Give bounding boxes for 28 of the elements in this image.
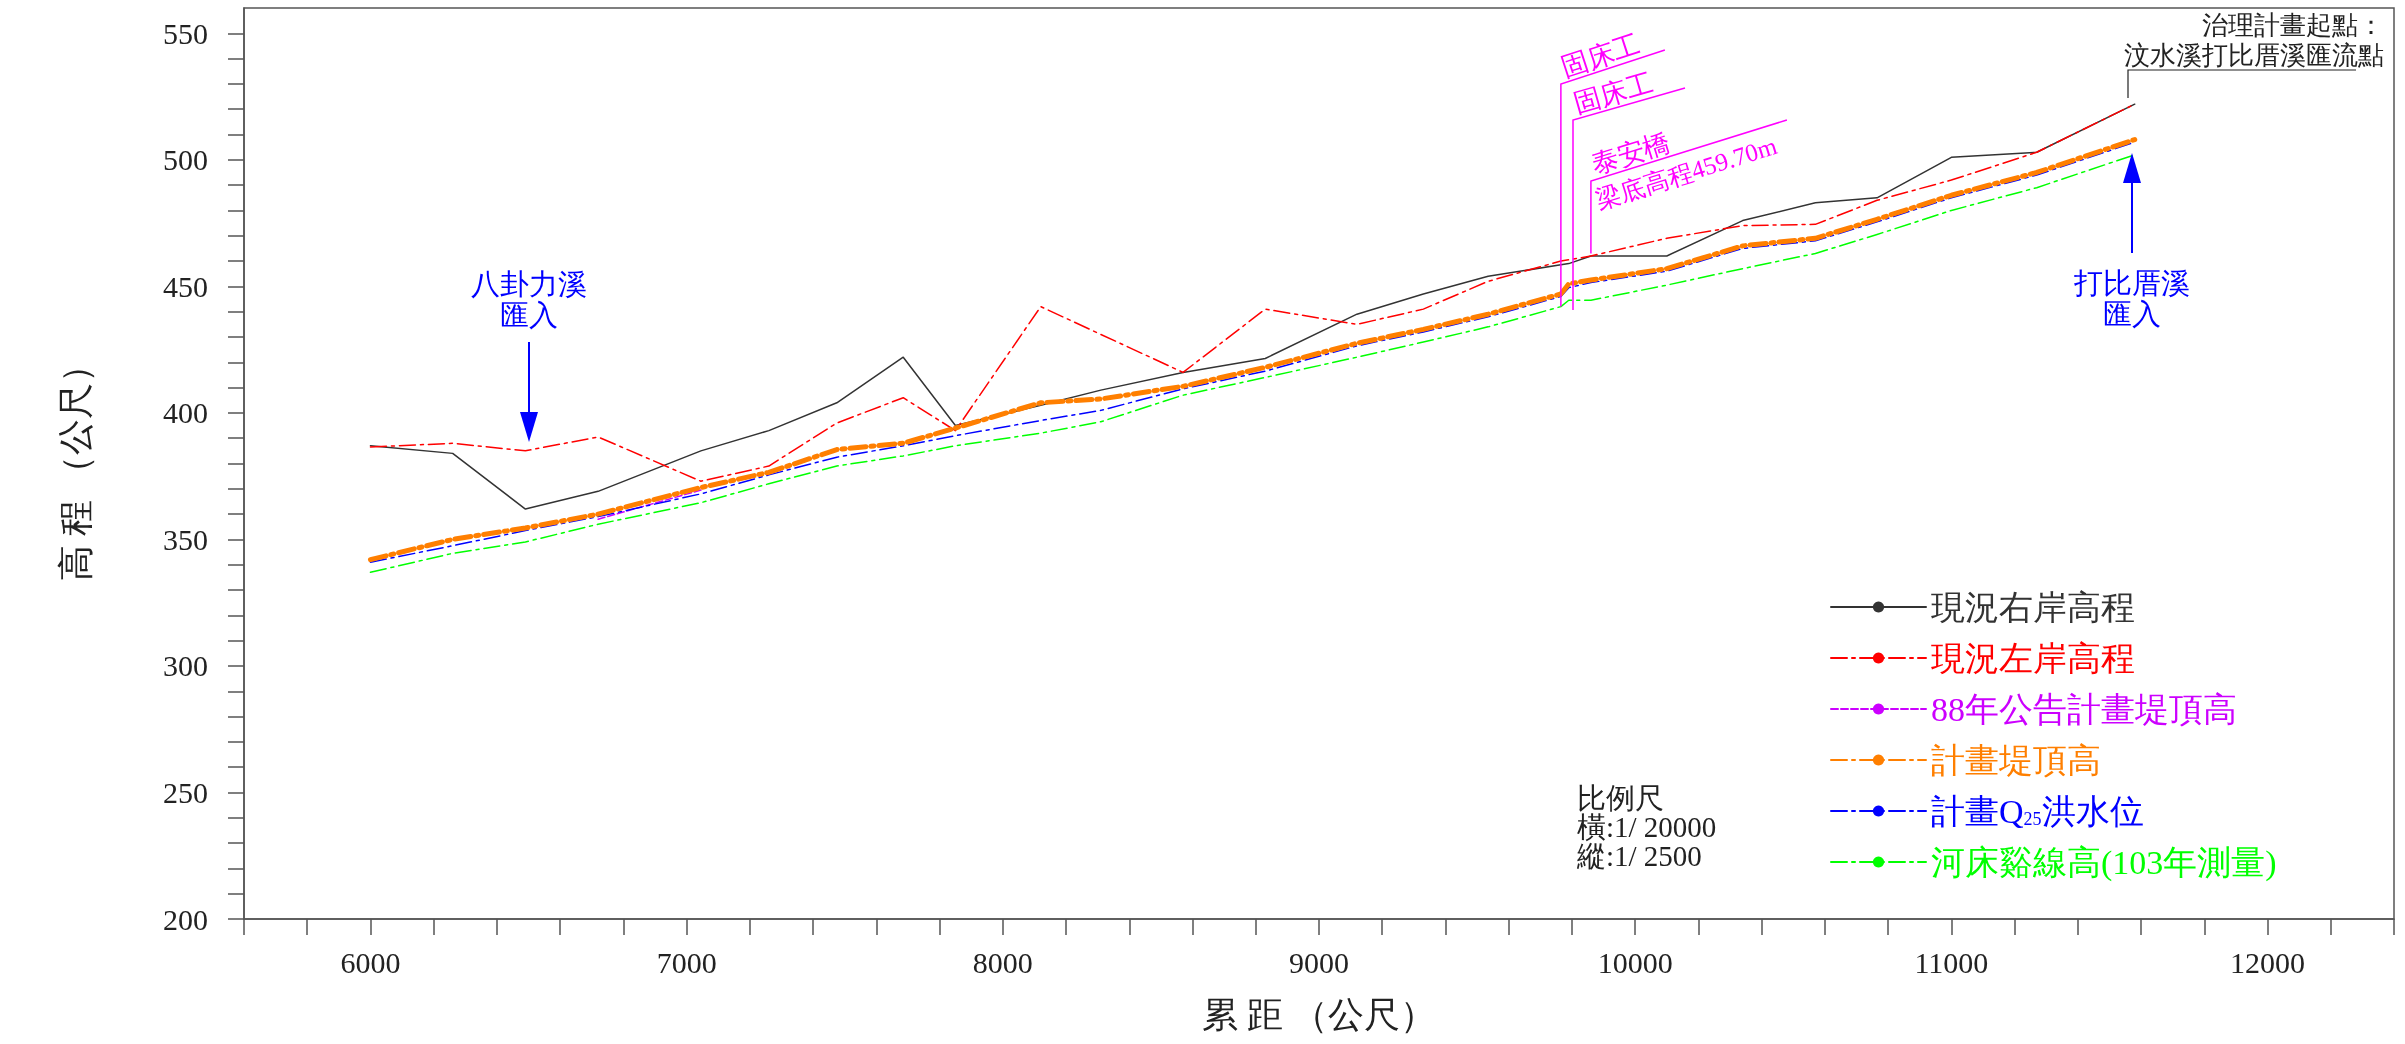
y-tick-label: 450 <box>163 269 208 303</box>
x-tick-label: 8000 <box>972 945 1033 979</box>
legend-label: 河床谿線高(103年測量) <box>1931 843 2277 882</box>
y-tick-label: 400 <box>163 396 208 430</box>
x-tick-label: 6000 <box>340 945 401 979</box>
annotation: 泰安橋梁底高程459.70m <box>1587 127 1781 214</box>
x-tick-label: 12000 <box>2230 945 2306 979</box>
y-tick-label: 300 <box>163 649 208 683</box>
y-tick-label: 550 <box>163 16 208 50</box>
x-tick-label: 7000 <box>656 945 717 979</box>
y-axis-title: 高 程 （公尺） <box>56 346 96 581</box>
x-tick-label: 9000 <box>1289 945 1349 979</box>
y-tick-label: 250 <box>163 775 208 809</box>
annotation: 八卦力溪匯入 <box>471 268 587 331</box>
legend-label: 計畫Q25洪水位 <box>1931 792 2144 830</box>
y-tick-label: 350 <box>163 522 208 556</box>
x-axis-title: 累 距 （公尺） <box>1202 995 1436 1035</box>
y-tick-label: 200 <box>163 902 208 936</box>
legend-label: 計畫堤頂高 <box>1931 741 2101 779</box>
legend-label: 88年公告計畫堤頂高 <box>1931 690 2237 728</box>
legend-label: 現況右岸高程 <box>1931 588 2135 626</box>
y-tick-label: 500 <box>163 143 208 177</box>
annotation: 打比厝溪匯入 <box>2073 267 2190 330</box>
annotation: 治理計畫起點：汶水溪打比厝溪匯流點 <box>2124 11 2384 70</box>
x-tick-label: 10000 <box>1597 945 1673 979</box>
x-tick-label: 11000 <box>1914 945 1989 979</box>
annotation: 比例尺橫:1/ 20000縱:1/ 2500 <box>1576 782 1717 872</box>
legend-label: 現況左岸高程 <box>1931 639 2135 677</box>
